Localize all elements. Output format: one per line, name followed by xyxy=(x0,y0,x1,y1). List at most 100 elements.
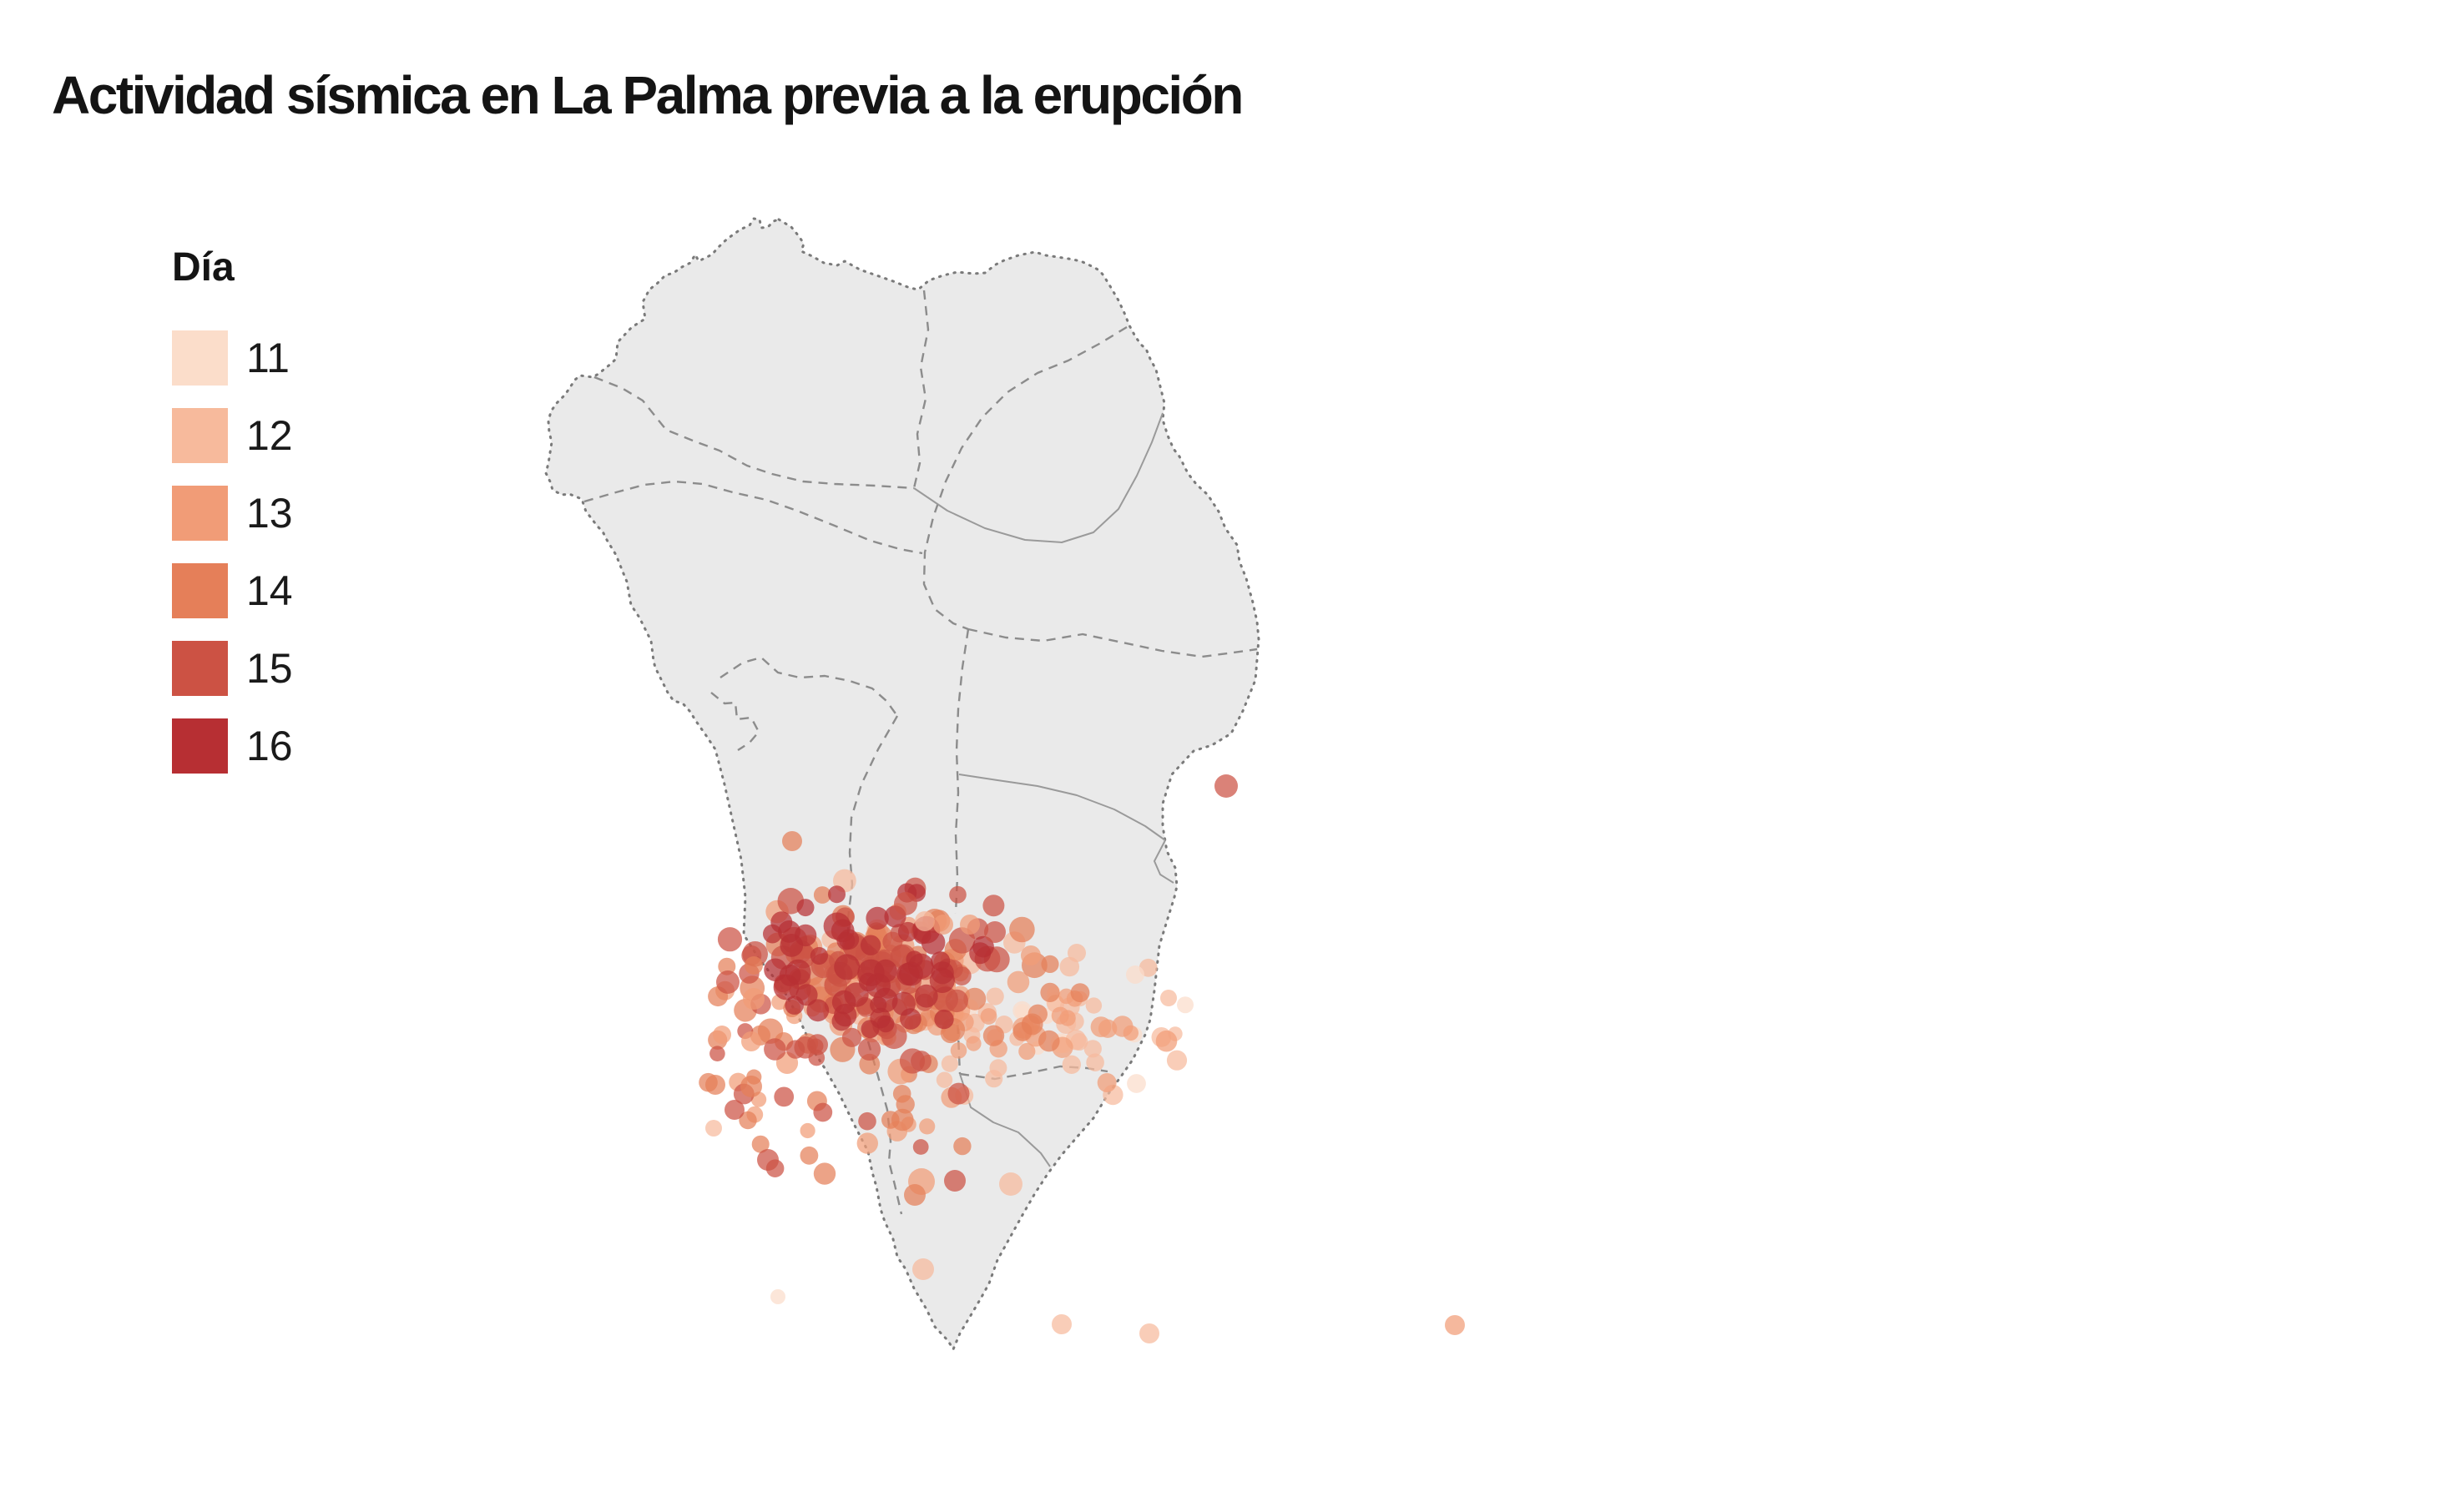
quake-dot xyxy=(823,912,851,940)
quake-dot xyxy=(908,953,934,980)
municipal-border xyxy=(955,992,962,1075)
municipal-border xyxy=(967,628,1258,658)
quake-dot xyxy=(739,1111,757,1130)
quake-dot xyxy=(945,989,969,1013)
quake-dot xyxy=(808,1049,826,1066)
legend-item: 15 xyxy=(172,641,293,696)
quake-dot xyxy=(834,954,861,980)
quake-dot xyxy=(828,885,846,904)
quake-dot xyxy=(705,1120,722,1137)
quake-dot xyxy=(980,1008,997,1025)
quake-dot xyxy=(1070,983,1090,1003)
quake-dot xyxy=(751,1135,770,1153)
quake-dot xyxy=(757,1149,779,1171)
quake-dot xyxy=(914,984,938,1008)
quake-dot xyxy=(774,1086,795,1107)
quake-dot xyxy=(984,921,1006,943)
quake-dot xyxy=(813,886,831,904)
municipal-border xyxy=(1154,839,1174,884)
quake-dot xyxy=(813,1102,833,1122)
municipal-border xyxy=(912,290,930,489)
legend-label: 15 xyxy=(246,645,293,692)
legend-title: Día xyxy=(172,245,235,290)
quake-dot xyxy=(929,967,955,993)
quake-dot xyxy=(1126,965,1144,984)
quake-dot xyxy=(866,906,889,930)
quake-dot xyxy=(894,892,917,915)
quake-dot xyxy=(1177,996,1194,1014)
legend-label: 12 xyxy=(246,412,293,459)
quake-dot xyxy=(982,895,1005,917)
municipal-border xyxy=(922,325,1128,631)
quake-dot xyxy=(900,1008,921,1030)
municipal-border xyxy=(593,376,915,490)
legend-label: 11 xyxy=(246,335,290,381)
quake-dot xyxy=(947,1082,970,1105)
quake-dot xyxy=(904,1184,926,1206)
quake-dot xyxy=(1018,1042,1036,1061)
quake-dot xyxy=(764,1038,786,1061)
quake-dot xyxy=(1086,1053,1104,1071)
quake-dot xyxy=(808,1038,824,1054)
legend-items: 11 12 13 14 15 16 xyxy=(172,330,293,774)
legend-swatch xyxy=(172,330,228,386)
quake-dot xyxy=(770,1289,785,1304)
quake-dot xyxy=(912,1258,934,1280)
quake-dot xyxy=(1097,1073,1117,1092)
quake-dot xyxy=(950,1042,967,1059)
quake-dot xyxy=(1155,1030,1178,1052)
quake-dot xyxy=(745,956,763,975)
quake-dot xyxy=(1127,1074,1146,1093)
quake-dot xyxy=(1068,944,1086,962)
quake-dot xyxy=(1062,1055,1082,1075)
quake-dot xyxy=(1160,990,1177,1006)
legend-label: 16 xyxy=(246,723,293,769)
quake-dot xyxy=(810,946,829,965)
quake-dot xyxy=(858,1111,876,1131)
quake-dot xyxy=(982,1025,1005,1046)
quake-dot xyxy=(841,1027,862,1047)
legend-swatch xyxy=(172,486,228,541)
quake-dot xyxy=(856,1132,879,1154)
quake-dot xyxy=(1038,1030,1060,1052)
quake-dot xyxy=(800,1146,819,1165)
quake-dot xyxy=(963,987,987,1011)
quake-dot xyxy=(870,1007,891,1029)
quake-dot xyxy=(1040,982,1060,1002)
quake-dot xyxy=(1012,1021,1033,1041)
quake-dot xyxy=(1009,916,1035,943)
earthquake-dots xyxy=(699,774,1465,1343)
quake-dot xyxy=(860,935,881,955)
legend-item: 11 xyxy=(172,330,293,386)
quake-dot xyxy=(1139,1323,1159,1343)
quake-dot xyxy=(718,957,736,975)
quake-dot xyxy=(740,1076,762,1097)
quake-dot xyxy=(944,1170,966,1192)
quake-dot xyxy=(741,1031,761,1051)
quake-dot xyxy=(713,1026,731,1044)
quake-dot xyxy=(966,1036,982,1051)
municipal-border xyxy=(958,774,1166,841)
quake-dot xyxy=(999,1172,1022,1196)
legend-item: 12 xyxy=(172,408,293,463)
quake-dot xyxy=(912,1139,929,1155)
quake-dot xyxy=(1059,1010,1076,1026)
quake-dot xyxy=(915,911,935,931)
municipal-border xyxy=(954,628,970,915)
quake-dot xyxy=(1058,988,1074,1005)
legend-label: 13 xyxy=(246,490,293,537)
quake-dot xyxy=(933,915,953,935)
legend-swatch xyxy=(172,641,228,696)
legend-swatch xyxy=(172,408,228,463)
quake-dot xyxy=(919,1118,936,1135)
legend-swatch xyxy=(172,563,228,618)
quake-dot xyxy=(1214,774,1238,798)
quake-dot xyxy=(949,885,967,904)
municipal-border xyxy=(583,480,923,555)
quake-dot xyxy=(705,1075,725,1095)
island-outline xyxy=(544,217,1260,1351)
quake-dot xyxy=(1021,945,1041,965)
quake-dot xyxy=(985,1070,1003,1088)
quake-dot xyxy=(725,1100,745,1120)
quake-dot xyxy=(953,1137,972,1156)
